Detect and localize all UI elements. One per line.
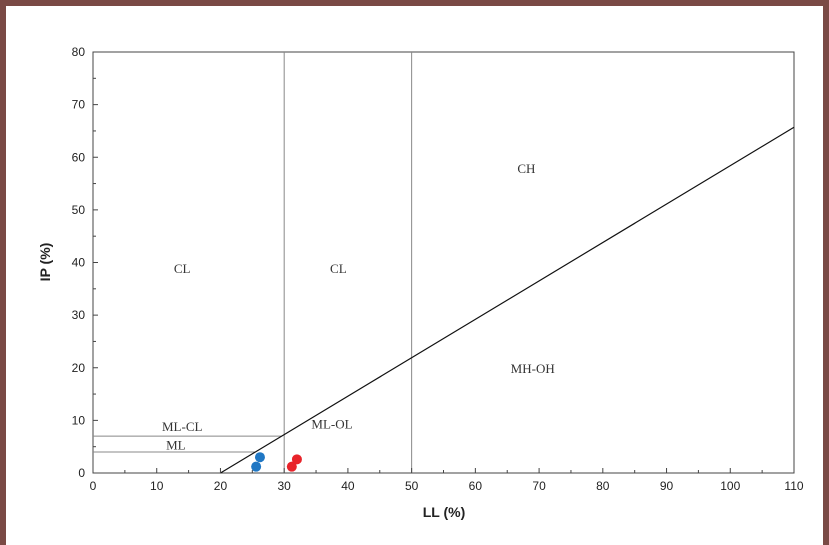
region-label: ML <box>166 437 186 452</box>
region-label: ML-OL <box>311 416 352 431</box>
y-tick-label: 20 <box>72 361 86 375</box>
region-label: CL <box>330 261 347 276</box>
x-tick-label: 20 <box>214 479 228 493</box>
x-tick-label: 30 <box>278 479 292 493</box>
region-labels: CL CL CH MH-OH ML-OL ML-CL ML <box>162 161 555 452</box>
x-tick-label: 80 <box>596 479 610 493</box>
region-label: CH <box>517 161 535 176</box>
y-tick-label: 0 <box>78 466 85 480</box>
region-label: MH-OH <box>511 361 555 376</box>
reference-lines <box>93 52 795 474</box>
y-tick-label: 60 <box>72 150 86 164</box>
y-tick-label: 50 <box>72 203 86 217</box>
axis-ticks: 0 10 20 30 40 50 60 70 80 90 100 110 0 10 20 30 40 50 60 70… <box>72 45 804 493</box>
y-tick-label: 30 <box>72 308 86 322</box>
x-tick-label: 90 <box>660 479 674 493</box>
x-tick-label: 70 <box>532 479 546 493</box>
data-points <box>251 452 302 472</box>
y-tick-label: 80 <box>72 45 86 59</box>
y-tick-label: 70 <box>72 98 86 112</box>
data-point <box>286 461 297 472</box>
y-axis-title: IP (%) <box>37 243 53 282</box>
a-line <box>220 126 795 474</box>
data-point <box>254 452 265 463</box>
x-tick-label: 0 <box>90 479 97 493</box>
y-tick-label: 10 <box>72 413 86 427</box>
data-point <box>251 461 262 472</box>
x-tick-label: 10 <box>150 479 164 493</box>
x-tick-label: 100 <box>720 479 740 493</box>
x-tick-label: 110 <box>784 479 803 493</box>
region-label: ML-CL <box>162 419 203 434</box>
plot-area <box>92 51 795 474</box>
region-label: CL <box>174 261 191 276</box>
x-tick-label: 40 <box>341 479 355 493</box>
x-tick-label: 60 <box>469 479 483 493</box>
y-tick-label: 40 <box>72 256 86 270</box>
x-axis-title: LL (%) <box>423 504 466 520</box>
data-point <box>291 454 302 465</box>
x-tick-label: 50 <box>405 479 419 493</box>
